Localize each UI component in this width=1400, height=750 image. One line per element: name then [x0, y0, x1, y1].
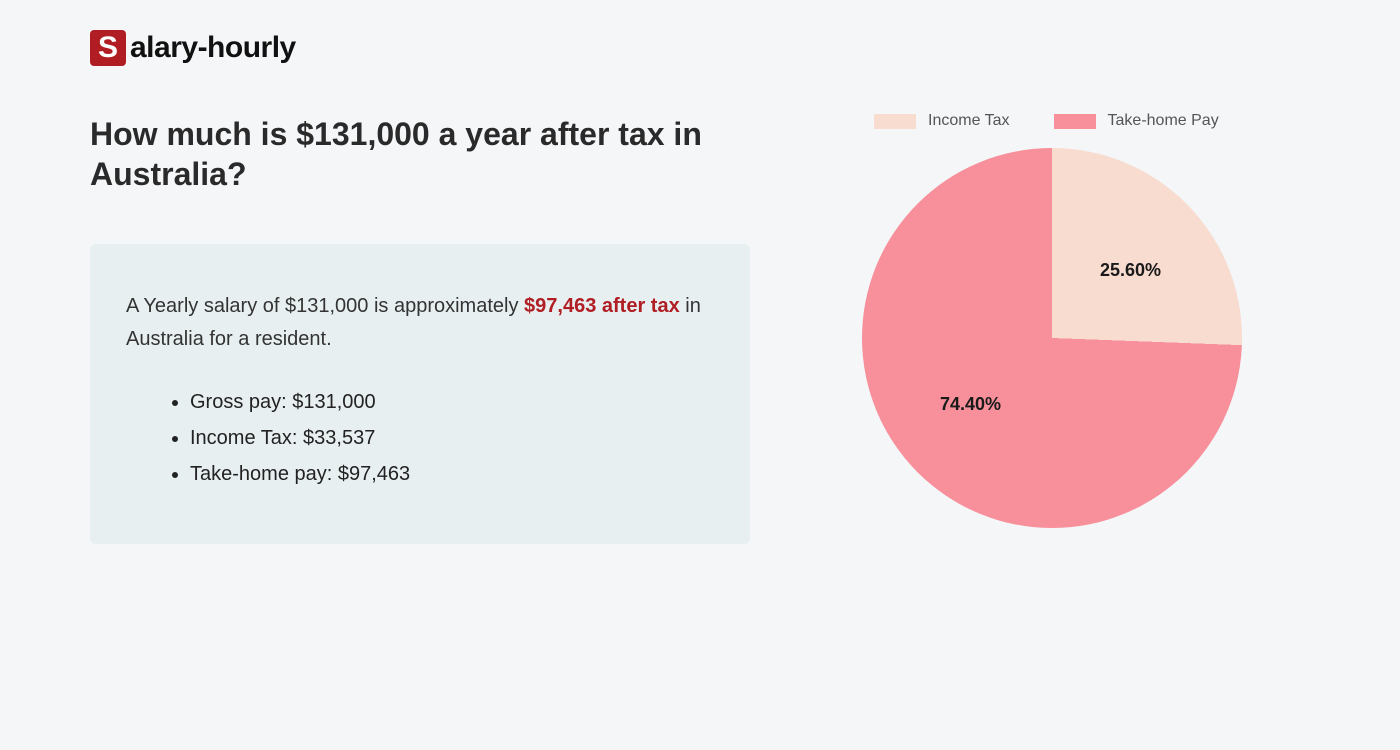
page-title: How much is $131,000 a year after tax in… — [90, 114, 710, 194]
pie-circle — [862, 148, 1242, 528]
legend-item: Take-home Pay — [1054, 112, 1219, 130]
legend-swatch-take-home — [1054, 114, 1096, 129]
summary-list: Gross pay: $131,000 Income Tax: $33,537 … — [126, 384, 714, 492]
page-container: S alary-hourly How much is $131,000 a ye… — [0, 0, 1400, 750]
pie-label-income-tax: 25.60% — [1100, 260, 1161, 281]
list-item: Gross pay: $131,000 — [190, 384, 714, 420]
legend-item: Income Tax — [874, 112, 1010, 130]
logo-text: alary-hourly — [130, 31, 296, 65]
summary-paragraph: A Yearly salary of $131,000 is approxima… — [126, 290, 714, 356]
left-column: S alary-hourly How much is $131,000 a ye… — [0, 0, 790, 750]
logo-s-icon: S — [90, 30, 126, 66]
summary-prefix: A Yearly salary of $131,000 is approxima… — [126, 295, 524, 317]
pie-label-take-home: 74.40% — [940, 394, 1001, 415]
list-item: Income Tax: $33,537 — [190, 420, 714, 456]
legend-label: Take-home Pay — [1108, 112, 1219, 130]
summary-box: A Yearly salary of $131,000 is approxima… — [90, 244, 750, 544]
list-item: Take-home pay: $97,463 — [190, 456, 714, 492]
site-logo: S alary-hourly — [90, 30, 790, 66]
legend-label: Income Tax — [928, 112, 1010, 130]
pie-chart: 25.60% 74.40% — [862, 148, 1242, 528]
summary-highlight: $97,463 after tax — [524, 295, 680, 317]
chart-legend: Income Tax Take-home Pay — [874, 112, 1219, 130]
right-column: Income Tax Take-home Pay 25.60% 74.40% — [790, 0, 1400, 750]
legend-swatch-income-tax — [874, 114, 916, 129]
